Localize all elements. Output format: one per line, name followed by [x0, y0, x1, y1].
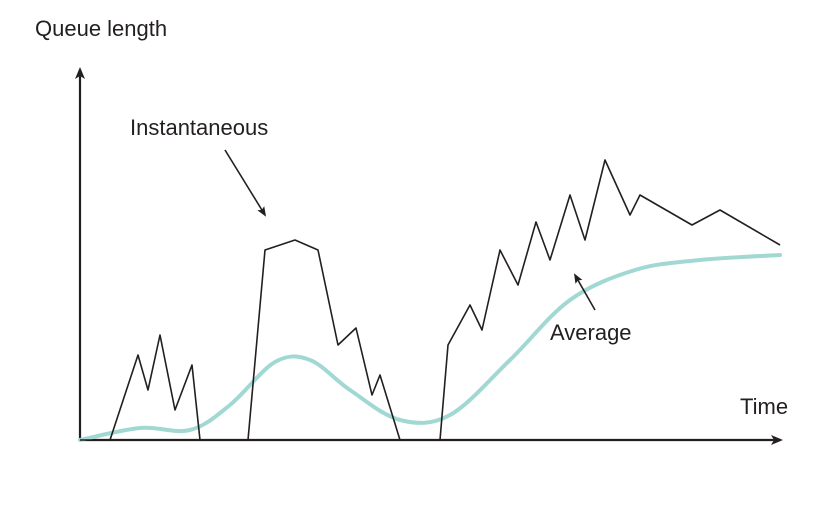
instantaneous-label: Instantaneous: [130, 115, 268, 140]
average-line: [80, 255, 780, 440]
y-axis-label: Queue length: [35, 16, 167, 41]
instantaneous-pointer-arrow: [225, 150, 265, 215]
x-axis-label: Time: [740, 394, 788, 419]
instantaneous-line: [80, 160, 780, 440]
queue-length-chart: Queue length Time Instantaneous Average: [0, 0, 838, 510]
average-label: Average: [550, 320, 632, 345]
